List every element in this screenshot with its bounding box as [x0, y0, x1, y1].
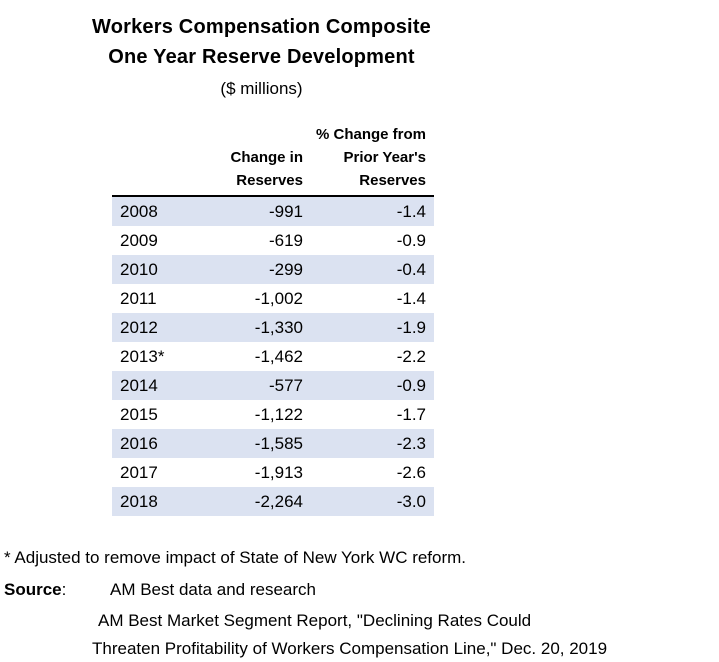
source-label-colon: :: [61, 580, 67, 599]
change-in-reserves-cell: -1,330: [254, 318, 303, 337]
year-cell: 2009: [120, 231, 158, 250]
table-row: 2015 -1,122 -1.7: [112, 400, 434, 429]
table-row: 2010 -299 -0.4: [112, 255, 434, 284]
table-row: 2009 -619 -0.9: [112, 226, 434, 255]
table-row: 2017 -1,913 -2.6: [112, 458, 434, 487]
reserve-table: Change in Reserves % Change from Prior Y…: [112, 123, 434, 516]
change-in-reserves-cell: -1,913: [254, 463, 303, 482]
year-cell: 2016: [120, 434, 158, 453]
pct-change-cell: -0.4: [396, 260, 426, 279]
table-body: 2008 -991 -1.4 2009 -619 -0.9 2010 -299 -0.4 2011…: [112, 197, 434, 516]
pct-change-cell: -0.9: [396, 376, 426, 395]
change-in-reserves-cell: -1,002: [254, 289, 303, 308]
table-row: 2014 -577 -0.9: [112, 371, 434, 400]
year-cell: 2008: [120, 202, 158, 221]
change-in-reserves-cell: -1,585: [254, 434, 303, 453]
year-cell: 2011: [120, 289, 157, 308]
figure-title-line1: Workers Compensation Composite: [91, 16, 432, 38]
change-in-reserves-cell: -299: [268, 260, 303, 279]
year-cell: 2012: [120, 318, 158, 337]
year-cell: 2018: [120, 492, 158, 511]
table-row: 2016 -1,585 -2.3: [112, 429, 434, 458]
header-pct-change-prior-year: % Change from Prior Year's Reserves: [315, 126, 426, 189]
asterisk-footnote: * Adjusted to remove impact of State of …: [4, 548, 467, 567]
pct-change-cell: -1.9: [396, 318, 426, 337]
figure-title-line2: One Year Reserve Development: [108, 46, 415, 68]
year-cell: 2017: [120, 463, 158, 482]
year-cell: 2010: [120, 260, 158, 279]
table-row: 2013* -1,462 -2.2: [112, 342, 434, 371]
change-in-reserves-cell: -619: [268, 231, 303, 250]
pct-change-cell: -1.4: [396, 202, 426, 221]
source-line-3: Threaten Profitability of Workers Compen…: [92, 639, 608, 658]
source-label-text: Source: [4, 580, 62, 599]
pct-change-cell: -1.7: [396, 405, 426, 424]
pct-change-cell: -0.9: [396, 231, 426, 250]
year-cell: 2014: [120, 376, 158, 395]
pct-change-cell: -3.0: [396, 492, 426, 511]
change-in-reserves-cell: -991: [268, 202, 303, 221]
change-in-reserves-cell: -1,122: [254, 405, 303, 424]
title-block: Workers Compensation Composite One Year …: [0, 12, 523, 100]
year-cell: 2015: [120, 405, 158, 424]
table-row: 2008 -991 -1.4: [112, 197, 434, 226]
change-in-reserves-cell: -1,462: [254, 347, 303, 366]
header-change-in-reserves: Change in Reserves: [230, 149, 303, 189]
table-header-row: Change in Reserves % Change from Prior Y…: [112, 123, 434, 197]
source-line-1: AM Best data and research: [110, 580, 317, 599]
table-row: 2012 -1,330 -1.9: [112, 313, 434, 342]
year-cell: 2013*: [120, 347, 165, 366]
source-label: Source:: [4, 579, 66, 600]
pct-change-cell: -2.3: [396, 434, 426, 453]
change-in-reserves-cell: -2,264: [254, 492, 303, 511]
pct-change-cell: -1.4: [396, 289, 426, 308]
table-row: 2018 -2,264 -3.0: [112, 487, 434, 516]
source-line-2: AM Best Market Segment Report, "Declinin…: [98, 611, 532, 630]
pct-change-cell: -2.6: [396, 463, 426, 482]
pct-change-cell: -2.2: [396, 347, 426, 366]
change-in-reserves-cell: -577: [268, 376, 303, 395]
figure-subtitle-units: ($ millions): [220, 79, 303, 98]
table-row: 2011 -1,002 -1.4: [112, 284, 434, 313]
